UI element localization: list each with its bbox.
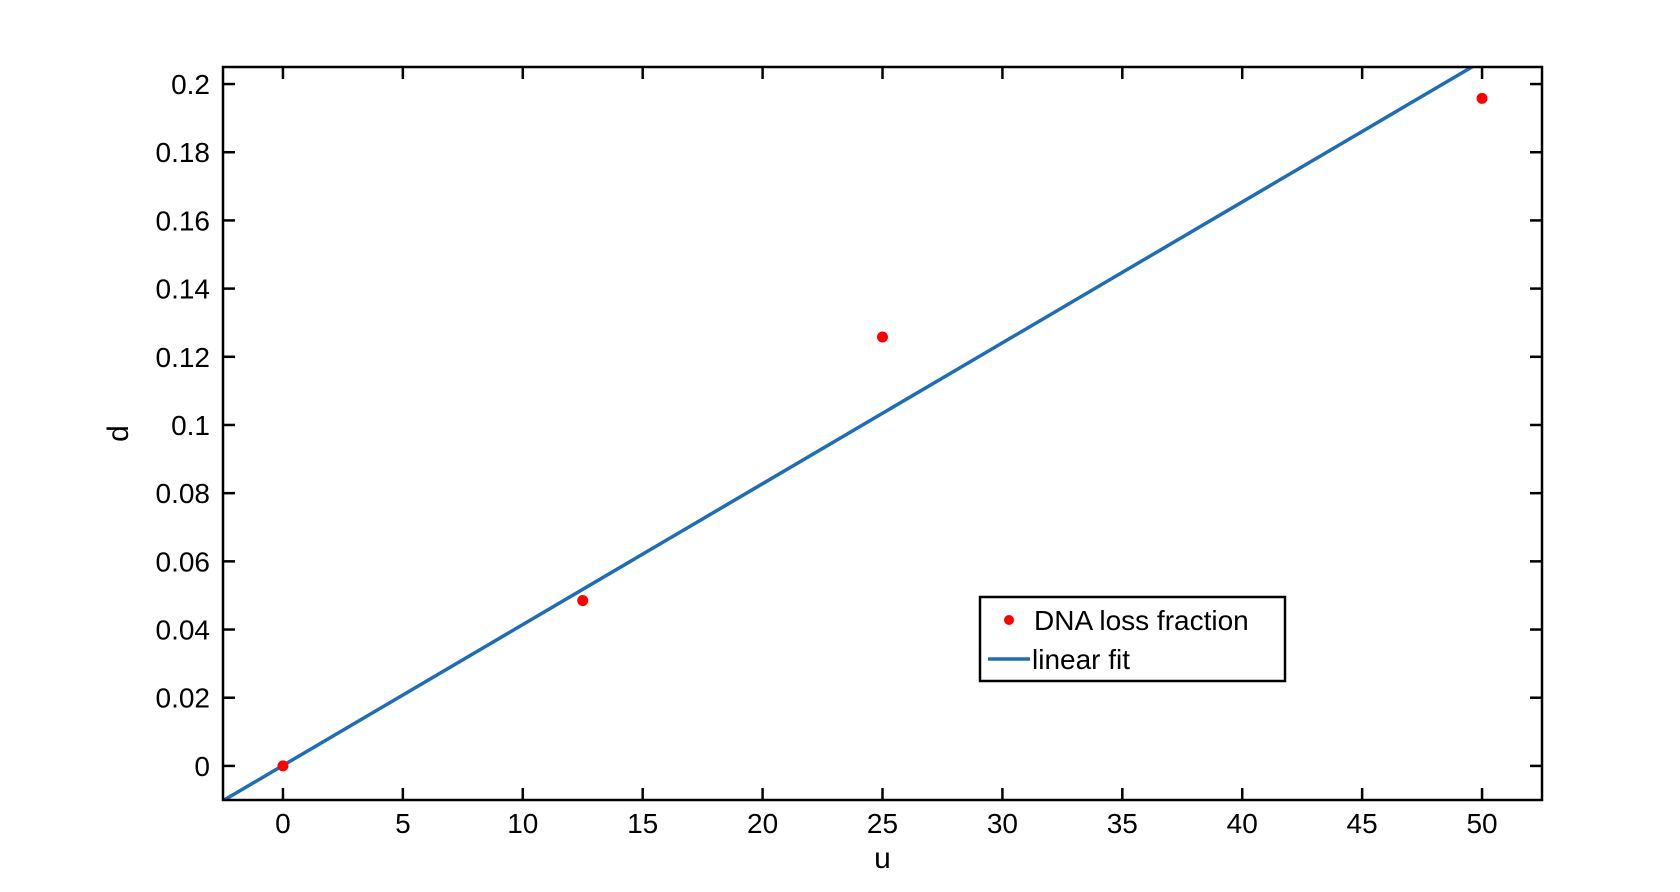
x-tick-label: 20	[747, 808, 778, 839]
y-axis-label: d	[102, 425, 135, 442]
x-tick-label: 50	[1466, 808, 1497, 839]
legend-label-dna-loss: DNA loss fraction	[1034, 605, 1249, 636]
data-point	[577, 595, 589, 607]
x-tick-label: 45	[1347, 808, 1378, 839]
x-tick-label: 30	[987, 808, 1018, 839]
x-tick-label: 25	[867, 808, 898, 839]
y-tick-label: 0.18	[156, 137, 211, 168]
x-tick-label: 15	[627, 808, 658, 839]
plot-area	[223, 67, 1542, 800]
y-tick-label: 0.12	[156, 342, 211, 373]
x-tick-label: 10	[507, 808, 538, 839]
axis-ticks	[223, 67, 1542, 800]
y-tick-label: 0.08	[156, 478, 211, 509]
axis-tick-labels: 0 5 10 15 20 25 30 35 40 45 50 0 0.02 0.04 0.06 0.08 0.1…	[156, 69, 1498, 839]
x-tick-label: 5	[395, 808, 411, 839]
y-tick-label: 0.1	[171, 410, 210, 441]
y-tick-label: 0	[194, 751, 210, 782]
legend-marker-dna-loss	[1004, 615, 1014, 625]
data-point	[277, 760, 289, 772]
data-point	[877, 331, 888, 343]
x-tick-label: 40	[1227, 808, 1258, 839]
y-tick-label: 0.04	[156, 615, 211, 646]
y-tick-label: 0.06	[156, 546, 211, 577]
x-axis-label: u	[874, 842, 891, 875]
x-tick-label: 35	[1107, 808, 1138, 839]
y-tick-label: 0.02	[156, 683, 211, 714]
y-tick-label: 0.16	[156, 205, 211, 236]
legend-box	[978, 595, 1287, 683]
legend: DNA loss fraction linear fit	[978, 595, 1287, 683]
series-layer	[223, 67, 1488, 800]
y-tick-label: 0.2	[171, 69, 210, 100]
y-tick-label: 0.14	[156, 274, 211, 305]
legend-label-linear-fit: linear fit	[1032, 644, 1130, 675]
linear-fit-line	[223, 67, 1476, 800]
data-point	[1476, 92, 1488, 104]
x-tick-label: 0	[275, 808, 291, 839]
plot-frame	[221, 65, 1544, 802]
